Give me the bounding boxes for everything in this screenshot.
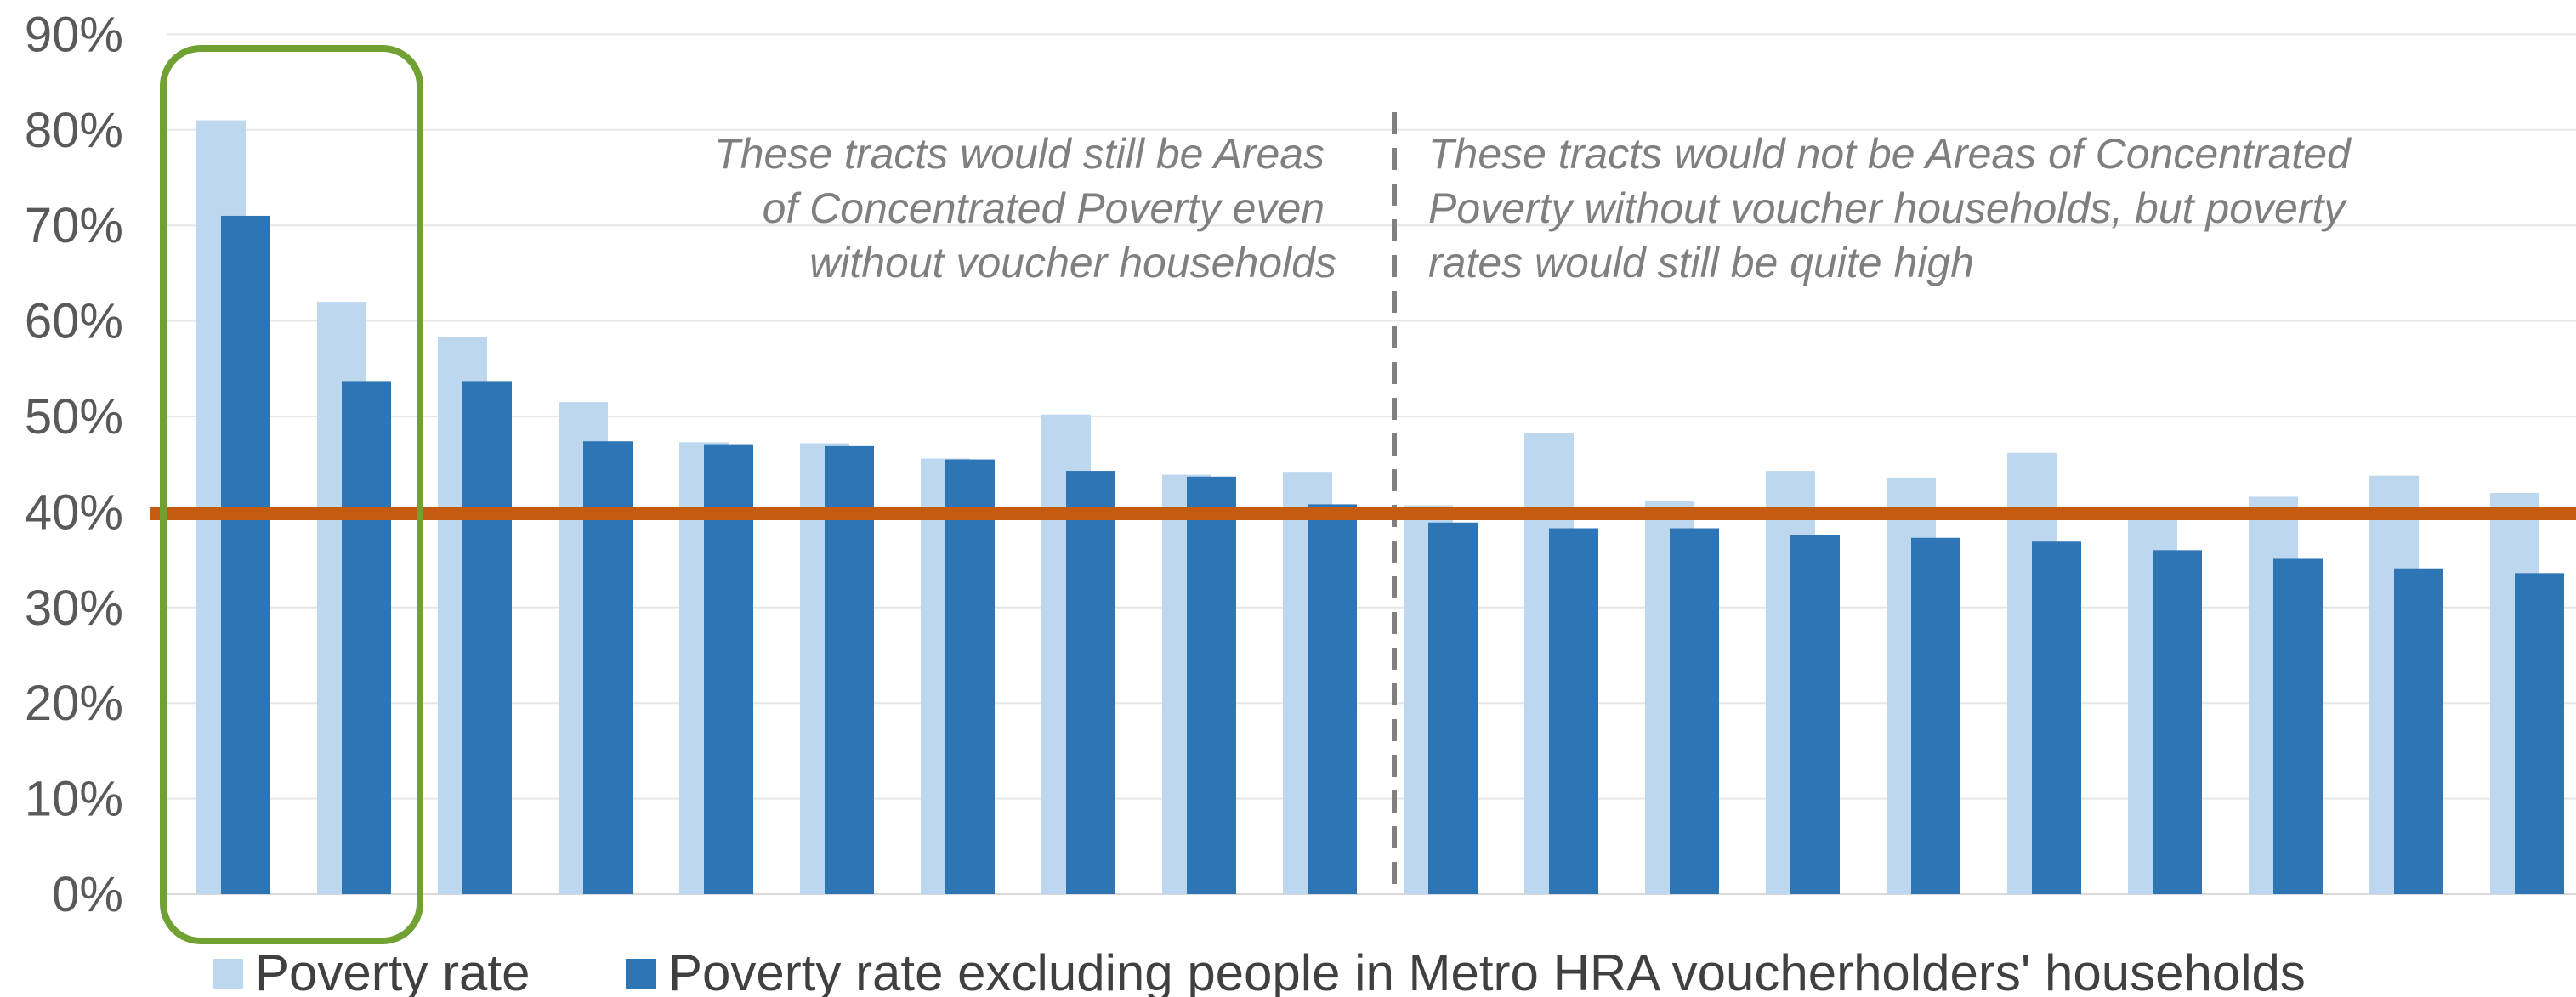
bar-poverty-rate-excluding-vouchers [1308,504,1357,894]
y-tick-label: 20% [25,676,123,731]
bar-poverty-rate-excluding-vouchers [1911,537,1960,894]
bar-poverty-rate-excluding-vouchers [1790,535,1840,894]
bar-poverty-rate-excluding-vouchers [462,381,512,894]
annotation-right-line-3: rates would still be quite high [1428,239,1974,286]
annotation-left-line-3: without voucher households [809,239,1336,286]
highlight-box [160,45,423,944]
bar-poverty-rate-excluding-vouchers [1428,522,1478,894]
y-axis-tick-labels: 0% 10% 20% 30% 40% 50% 60% 70% 80% 90% [25,7,123,922]
y-tick-label: 90% [25,7,123,62]
annotation-right-line-2: Poverty without voucher households, but … [1428,184,2347,232]
annotation-left-line-2: of Concentrated Poverty even [763,184,1325,232]
annotation-right: These tracts would not be Areas of Conce… [1428,130,2363,286]
y-tick-label: 60% [25,294,123,349]
bar-poverty-rate-excluding-vouchers [2515,573,2564,894]
y-tick-label: 10% [25,772,123,827]
bar-poverty-rate-excluding-vouchers [825,445,874,894]
y-tick-label: 70% [25,198,123,253]
legend: Poverty rate Poverty rate excluding peop… [213,944,2306,997]
legend-swatch-poverty-rate-excluding-vouchers [626,959,656,989]
bar-poverty-rate-excluding-vouchers [945,459,995,894]
y-tick-label: 0% [52,867,123,922]
y-tick-label: 40% [25,484,123,540]
annotation-right-line-1: These tracts would not be Areas of Conce… [1428,130,2352,178]
annotation-left-line-1: These tracts would still be Areas [714,130,1325,178]
annotation-left: These tracts would still be Areas of Con… [714,130,1336,286]
y-tick-label: 50% [25,389,123,445]
bar-poverty-rate-excluding-vouchers [1670,528,1719,894]
y-tick-label: 30% [25,581,123,636]
bar-poverty-rate-excluding-vouchers [2273,558,2323,894]
legend-label-poverty-rate: Poverty rate [255,944,530,997]
bar-poverty-rate-excluding-vouchers [2153,550,2202,894]
y-tick-label: 80% [25,103,123,158]
legend-label-poverty-rate-excluding-vouchers: Poverty rate excluding people in Metro H… [668,944,2306,997]
bar-poverty-rate-excluding-vouchers [342,381,391,894]
legend-swatch-poverty-rate [213,959,243,989]
bar-poverty-rate-excluding-vouchers [1187,476,1236,894]
bar-poverty-rate-excluding-vouchers [1066,471,1115,894]
bar-poverty-rate-excluding-vouchers [1549,528,1598,894]
bar-poverty-rate-excluding-vouchers [2032,541,2081,894]
bar-poverty-rate-excluding-vouchers [2394,568,2443,894]
bar-poverty-rate-excluding-vouchers [221,215,270,894]
